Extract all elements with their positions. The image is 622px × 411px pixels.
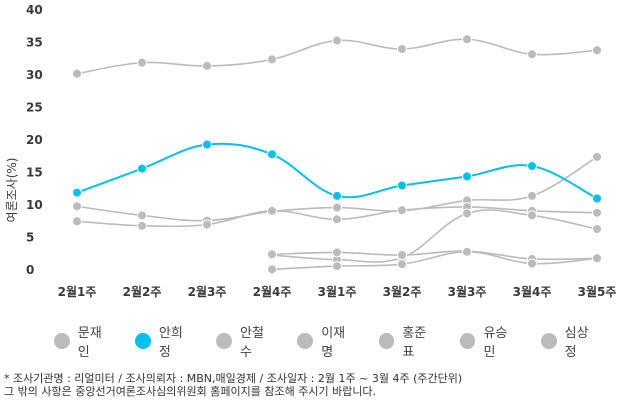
x-tick-label: 3월1주 — [318, 284, 357, 299]
legend-marker-icon — [378, 333, 395, 349]
footnote-line-1: * 조사기관명 : 리얼미터 / 조사의뢰자 : MBN,매일경제 / 조사일자… — [4, 372, 463, 385]
legend-item[interactable]: 유승민 — [459, 322, 519, 360]
legend-item[interactable]: 홍준표 — [378, 322, 438, 360]
data-point[interactable] — [462, 171, 472, 182]
y-axis-label: 여론조사(%) — [5, 158, 19, 223]
x-tick-label: 2월3주 — [188, 284, 227, 299]
legend-marker-icon — [135, 333, 151, 349]
data-point[interactable] — [72, 68, 82, 79]
series-line — [76, 142, 598, 200]
legend-item[interactable]: 이재명 — [297, 322, 356, 360]
legend-label: 문재인 — [77, 326, 102, 360]
data-point[interactable] — [332, 261, 342, 272]
x-tick-label: 3월3주 — [448, 284, 487, 299]
series-line — [271, 250, 598, 261]
data-point[interactable] — [462, 246, 472, 257]
data-point[interactable] — [527, 161, 537, 171]
x-tick-label: 2월2주 — [123, 284, 162, 299]
y-axis-ticks: 0 5 10 15 20 25 30 35 40 — [26, 3, 43, 277]
data-point[interactable] — [267, 54, 277, 65]
data-point[interactable] — [332, 247, 342, 258]
data-point[interactable] — [137, 210, 147, 221]
y-tick-label: 20 — [26, 133, 43, 147]
data-point[interactable] — [592, 193, 602, 204]
data-point[interactable] — [397, 250, 407, 261]
data-point[interactable] — [137, 57, 147, 68]
y-tick-label: 40 — [26, 3, 43, 17]
legend-label: 유승민 — [483, 326, 508, 360]
data-point[interactable] — [527, 190, 537, 201]
data-point[interactable] — [592, 151, 602, 162]
footnote-line-2: 그 밖의 사항은 중앙선거여론조사심의위원회 홈페이지를 참조해 주시기 바랍니… — [4, 385, 377, 398]
y-tick-label: 15 — [26, 166, 43, 180]
data-point[interactable] — [332, 190, 342, 201]
legend-item[interactable]: 안철수 — [216, 322, 275, 360]
x-tick-label: 3월4주 — [513, 284, 552, 299]
series-points — [72, 34, 602, 275]
data-point[interactable] — [267, 249, 277, 260]
x-tick-label: 2월4주 — [253, 284, 292, 299]
data-point[interactable] — [137, 220, 147, 231]
x-tick-label: 2월1주 — [58, 284, 97, 299]
legend-marker-icon — [216, 333, 233, 349]
data-point[interactable] — [527, 49, 537, 60]
data-point[interactable] — [202, 60, 212, 71]
footnotes: * 조사기관명 : 리얼미터 / 조사의뢰자 : MBN,매일경제 / 조사일자… — [4, 372, 462, 398]
legend: 문재인 안희정 안철수 이재명 홍준표 유승민 심상정 — [54, 322, 622, 360]
data-point[interactable] — [397, 44, 407, 54]
data-point[interactable] — [72, 216, 82, 227]
data-point[interactable] — [72, 187, 82, 198]
legend-item[interactable]: 문재인 — [54, 322, 113, 360]
y-tick-label: 35 — [26, 36, 43, 50]
data-point[interactable] — [397, 180, 407, 191]
data-point[interactable] — [332, 35, 342, 46]
legend-marker-icon — [54, 333, 70, 349]
data-point[interactable] — [332, 214, 342, 225]
legend-label: 심상정 — [564, 326, 589, 360]
data-point[interactable] — [462, 208, 472, 219]
x-tick-label: 3월2주 — [383, 284, 422, 299]
y-tick-label: 10 — [26, 198, 43, 212]
legend-marker-icon — [459, 333, 476, 349]
y-tick-label: 5 — [26, 231, 34, 245]
data-point[interactable] — [527, 258, 537, 269]
data-point[interactable] — [592, 224, 602, 235]
data-point[interactable] — [592, 45, 602, 56]
data-point[interactable] — [267, 264, 277, 275]
x-axis-ticks: 2월1주 2월2주 2월3주 2월4주 3월1주 3월2주 3월3주 3월4주 3월5주 — [58, 284, 617, 299]
legend-label: 이재명 — [321, 326, 346, 360]
x-tick-label: 3월5주 — [578, 284, 617, 299]
data-point[interactable] — [397, 205, 407, 216]
legend-item[interactable]: 심상정 — [540, 322, 600, 360]
series-line — [271, 250, 598, 271]
data-point[interactable] — [332, 202, 342, 213]
data-point[interactable] — [137, 163, 147, 174]
series-lines — [76, 38, 598, 271]
series-line — [271, 209, 598, 263]
legend-marker-icon — [297, 333, 314, 349]
y-tick-label: 0 — [26, 263, 34, 277]
legend-marker-icon — [540, 333, 557, 349]
data-point[interactable] — [267, 149, 277, 160]
data-point[interactable] — [462, 34, 472, 45]
data-point[interactable] — [592, 207, 602, 218]
data-point[interactable] — [72, 201, 82, 212]
legend-item[interactable]: 안희정 — [135, 322, 194, 360]
data-point[interactable] — [202, 219, 212, 230]
data-point[interactable] — [397, 259, 407, 270]
legend-label: 안희정 — [158, 326, 183, 360]
data-point[interactable] — [267, 205, 277, 216]
y-tick-label: 30 — [26, 68, 43, 82]
data-point[interactable] — [202, 139, 212, 150]
y-tick-label: 25 — [26, 101, 43, 115]
legend-label: 홍준표 — [402, 326, 427, 360]
data-point[interactable] — [592, 253, 602, 264]
legend-label: 안철수 — [240, 326, 264, 360]
data-point[interactable] — [527, 210, 537, 221]
